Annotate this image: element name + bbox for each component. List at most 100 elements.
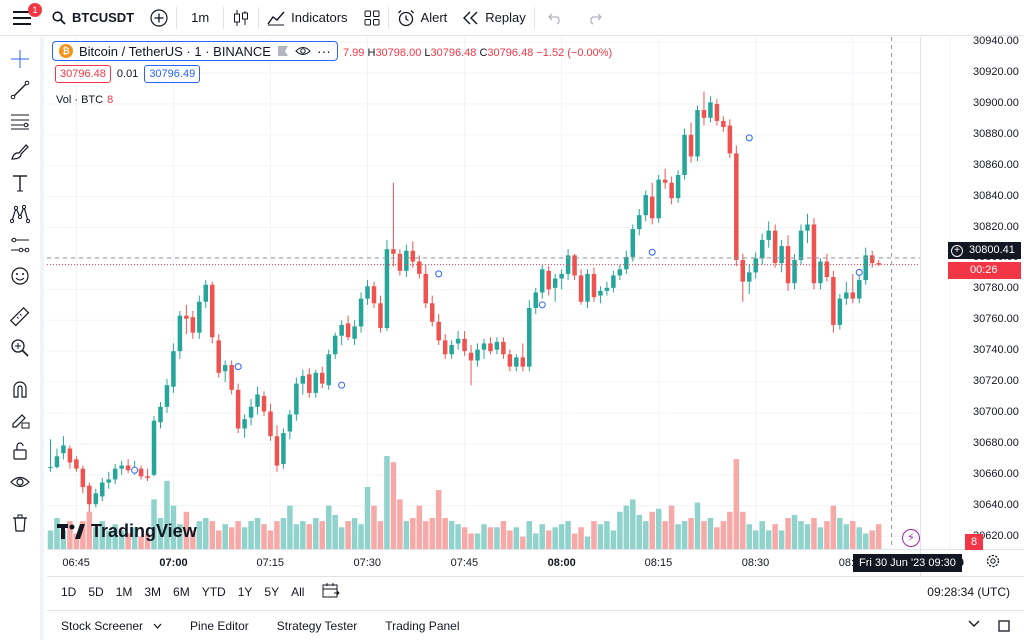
lightning-icon[interactable]: ⚡: [902, 529, 920, 547]
hide-drawings-tool[interactable]: [0, 466, 40, 497]
pattern-tool[interactable]: [0, 198, 40, 229]
strategy-tester-tab[interactable]: Strategy Tester: [276, 618, 358, 633]
candle-body: [164, 385, 170, 407]
candle-body: [190, 317, 196, 333]
volume-bar: [785, 518, 791, 549]
volume-bar: [157, 518, 164, 549]
range-1y[interactable]: 1Y: [237, 584, 253, 599]
magnet-tool[interactable]: [0, 373, 40, 404]
candle-body: [93, 493, 99, 505]
stock-screener-tab[interactable]: Stock Screener: [47, 619, 176, 633]
candle-body: [300, 375, 306, 384]
redo-button[interactable]: [575, 0, 615, 36]
symbol-legend[interactable]: ₿ Bitcoin / TetherUS · 1 · BINANCE ···: [52, 41, 338, 61]
brush-tool[interactable]: [0, 136, 40, 167]
measure-tool[interactable]: [0, 301, 40, 332]
countdown-label: 00:26: [948, 262, 1021, 279]
range-ytd[interactable]: YTD: [201, 584, 226, 599]
sell-button[interactable]: 30796.48: [55, 65, 111, 83]
buy-button[interactable]: 30796.49: [144, 65, 201, 83]
candle-body: [630, 229, 636, 257]
volume-bar: [772, 524, 778, 549]
icon-tool[interactable]: [0, 260, 40, 291]
candle-body: [850, 292, 856, 299]
candle-body: [417, 261, 422, 274]
maximize-icon[interactable]: [998, 619, 1010, 632]
undo-button[interactable]: [535, 0, 575, 36]
pine-editor-tab[interactable]: Pine Editor: [190, 618, 249, 633]
fib-retracement-tool[interactable]: [0, 105, 40, 136]
brush-icon: [11, 143, 29, 160]
volume-bar: [274, 521, 280, 549]
tradingview-logo[interactable]: TradingView: [57, 521, 197, 542]
candle-body: [611, 275, 616, 288]
eye-icon[interactable]: [295, 45, 311, 57]
alert-button[interactable]: Alert: [389, 0, 456, 36]
candle-body: [442, 340, 448, 355]
buy-sell-panel: 30796.48 0.01 30796.49: [55, 65, 201, 83]
range-5d[interactable]: 5D: [88, 584, 104, 599]
candle-body: [701, 110, 707, 118]
range-3m[interactable]: 3M: [144, 584, 162, 599]
forecasting-tool[interactable]: [0, 229, 40, 260]
chart-pane[interactable]: ₿ Bitcoin / TetherUS · 1 · BINANCE ··· 7…: [47, 35, 1024, 605]
candle-body: [197, 301, 202, 333]
volume-bar: [811, 518, 817, 549]
smiley-icon: [11, 266, 29, 285]
stay-in-drawing-tool[interactable]: [0, 404, 40, 435]
volume-value: 8: [107, 94, 114, 106]
add-alert-plus-icon[interactable]: +: [951, 245, 963, 257]
main-menu-button[interactable]: 1: [0, 0, 44, 36]
go-to-date-button[interactable]: [322, 582, 341, 601]
replay-button[interactable]: Replay: [455, 0, 533, 36]
candle-body: [766, 230, 771, 240]
volume-bar: [429, 518, 435, 549]
candle-body: [235, 389, 241, 429]
symbol-search-button[interactable]: BTCUSDT: [44, 0, 142, 36]
utc-clock[interactable]: 09:28:34 (UTC): [927, 584, 1010, 599]
candle-body: [281, 433, 286, 464]
tradingview-logo-icon: [57, 523, 85, 539]
more-options-icon[interactable]: ···: [316, 43, 331, 59]
chart-type-button[interactable]: [224, 0, 258, 36]
lock-drawings-tool[interactable]: [0, 435, 40, 466]
range-1m[interactable]: 1M: [115, 584, 133, 599]
flag-icon[interactable]: [277, 45, 289, 57]
candle-body: [184, 315, 189, 319]
range-6m[interactable]: 6M: [173, 584, 190, 599]
indicators-button[interactable]: Indicators: [259, 0, 355, 36]
range-5y[interactable]: 5Y: [264, 584, 280, 599]
candle-body: [229, 365, 234, 390]
zoom-tool[interactable]: [0, 332, 40, 363]
trend-line-tool[interactable]: [0, 74, 40, 105]
crosshair-time-label: Fri 30 Jun '23 09:30: [853, 554, 962, 572]
candle-body: [539, 269, 545, 293]
volume-bar: [112, 524, 118, 549]
layouts-button[interactable]: [356, 0, 388, 36]
price-axis-label: 30720.00: [973, 375, 1019, 388]
settings-gear-icon[interactable]: [985, 553, 1001, 569]
volume-bar: [520, 536, 526, 549]
interval-button[interactable]: 1m: [191, 10, 210, 25]
candle-body: [365, 286, 370, 299]
candle-body: [67, 448, 73, 463]
compare-symbol-button[interactable]: [142, 0, 176, 36]
chevron-down-icon[interactable]: [968, 620, 980, 628]
crosshair-tool[interactable]: [0, 43, 40, 74]
volume-bar: [300, 521, 306, 549]
volume-bar: [636, 514, 643, 549]
volume-bar: [623, 505, 630, 549]
trading-panel-tab[interactable]: Trading Panel: [385, 618, 460, 633]
toolbar-divider: [223, 6, 225, 29]
candle-body: [695, 110, 700, 157]
range-1d[interactable]: 1D: [61, 584, 77, 599]
panel-controls: [968, 619, 1024, 632]
text-tool[interactable]: [0, 167, 40, 198]
candle-body: [598, 290, 603, 296]
volume-bar: [468, 533, 474, 549]
change-value: −1.52 (−0.00%): [536, 47, 613, 59]
range-all[interactable]: All: [291, 584, 305, 599]
price-chart[interactable]: [47, 37, 1024, 605]
remove-drawings-tool[interactable]: [0, 507, 40, 538]
volume-legend[interactable]: Vol · BTC 8: [56, 94, 113, 106]
